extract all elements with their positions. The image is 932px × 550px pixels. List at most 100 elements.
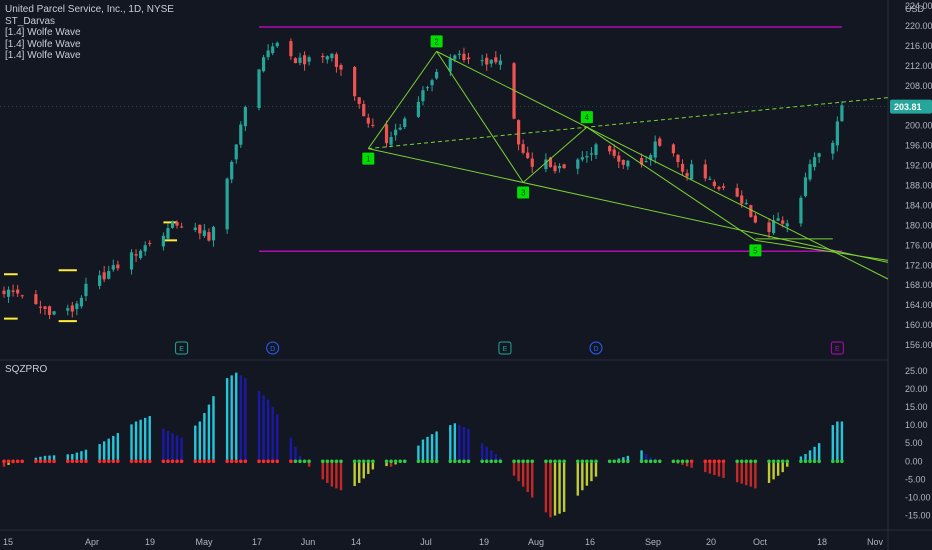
sq-histogram-bar — [358, 461, 360, 483]
sq-histogram-bar — [235, 373, 237, 462]
candle-body — [553, 166, 556, 172]
sq-histogram-bar — [431, 434, 433, 461]
sq-dot — [640, 459, 644, 463]
candle-body — [148, 243, 151, 244]
sq-dot — [836, 459, 840, 463]
time-tick-label: Apr — [85, 537, 99, 547]
sq-dot — [203, 459, 207, 463]
legend-line-wolfe-2[interactable]: [1.4] Wolfe Wave — [5, 39, 174, 51]
sq-histogram-bar — [750, 461, 752, 486]
time-tick-label: 16 — [585, 537, 595, 547]
sq-histogram-bar — [103, 441, 105, 461]
wolfe-wave: 12345 — [362, 35, 888, 279]
sq-histogram-bar — [353, 461, 355, 486]
sq-dot — [367, 459, 371, 463]
sq-histogram-bar — [718, 461, 720, 476]
time-tick-label: 19 — [479, 537, 489, 547]
candle-body — [198, 225, 201, 234]
price-tick-label: 160.00 — [905, 320, 932, 330]
candle-body — [98, 275, 101, 286]
sq-dot — [553, 459, 557, 463]
candle-body — [617, 156, 620, 162]
price-tick-label: 172.00 — [905, 260, 932, 270]
indicator-label[interactable]: SQZPRO — [5, 364, 47, 375]
candle-body — [175, 222, 178, 226]
candle-body — [385, 124, 388, 143]
sq-dot — [767, 459, 771, 463]
candle-body — [367, 118, 370, 124]
sq-dot — [485, 459, 489, 463]
sq-dot — [549, 459, 553, 463]
candle-body — [808, 164, 811, 179]
candle-body — [75, 304, 78, 310]
legend-line-wolfe-3[interactable]: [1.4] Wolfe Wave — [5, 50, 174, 62]
sq-histogram-bar — [467, 429, 469, 462]
candle-body — [490, 60, 493, 64]
sq-dot — [266, 459, 270, 463]
candle-body — [362, 104, 365, 116]
sq-dot — [257, 459, 261, 463]
sq-histogram-bar — [326, 461, 328, 483]
sq-histogram-bar — [367, 461, 369, 474]
currency-label: USD — [905, 4, 925, 14]
candle-body — [499, 61, 502, 65]
candle-body — [585, 156, 588, 157]
sq-dot — [193, 459, 197, 463]
sq-dot — [294, 459, 298, 463]
sq-histogram-bar — [531, 461, 533, 497]
sq-dot — [307, 459, 311, 463]
sq-dot — [681, 459, 685, 463]
sq-dot — [685, 459, 689, 463]
candle-body — [48, 306, 51, 315]
sq-histogram-bar — [331, 461, 333, 486]
legend-line-darvas[interactable]: ST_Darvas — [5, 16, 174, 28]
legend-line-wolfe-1[interactable]: [1.4] Wolfe Wave — [5, 27, 174, 39]
sq-tick-label: 5.00 — [905, 438, 923, 448]
sq-histogram-bar — [199, 421, 201, 461]
sq-dot — [530, 459, 534, 463]
sq-dot — [225, 459, 229, 463]
sq-dot — [353, 459, 357, 463]
sq-tick-label: -10.00 — [905, 492, 931, 502]
sq-dot — [740, 459, 744, 463]
sq-dot — [116, 459, 120, 463]
sq-dot — [426, 459, 430, 463]
sq-histogram-bar — [144, 418, 146, 461]
sq-histogram-bar — [194, 426, 196, 462]
sq-dot — [80, 459, 84, 463]
candle-body — [162, 236, 165, 247]
candle-body — [308, 57, 311, 61]
sq-dot — [453, 459, 457, 463]
time-tick-label: Sep — [645, 537, 661, 547]
candle-body — [2, 291, 5, 294]
candle-body — [740, 195, 743, 203]
sq-histogram-bar — [426, 437, 428, 461]
chart-title: United Parcel Service, Inc., 1D, NYSE — [5, 4, 174, 16]
sq-dot — [357, 459, 361, 463]
sq-dot — [840, 459, 844, 463]
candle-body — [818, 153, 821, 157]
sq-histogram-bar — [276, 414, 278, 461]
candle-body — [522, 144, 525, 153]
candle-body — [235, 145, 238, 160]
sq-dot — [398, 459, 402, 463]
sq-dot — [207, 459, 211, 463]
sq-dot — [262, 459, 266, 463]
sq-dot — [672, 459, 676, 463]
sq-histogram-bar — [517, 461, 519, 481]
sq-dot — [2, 459, 6, 463]
sq-dot — [166, 459, 170, 463]
candle-body — [371, 125, 374, 126]
event-marker-label: D — [593, 346, 598, 353]
sq-histogram-bar — [813, 447, 815, 461]
candle-body — [622, 160, 625, 165]
sq-dot — [703, 459, 707, 463]
candle-body — [836, 122, 839, 146]
sq-histogram-bar — [454, 423, 456, 461]
candle-body — [594, 144, 597, 155]
candle-body — [139, 251, 142, 258]
candle-body — [458, 54, 461, 55]
sq-histogram-bar — [135, 421, 137, 461]
